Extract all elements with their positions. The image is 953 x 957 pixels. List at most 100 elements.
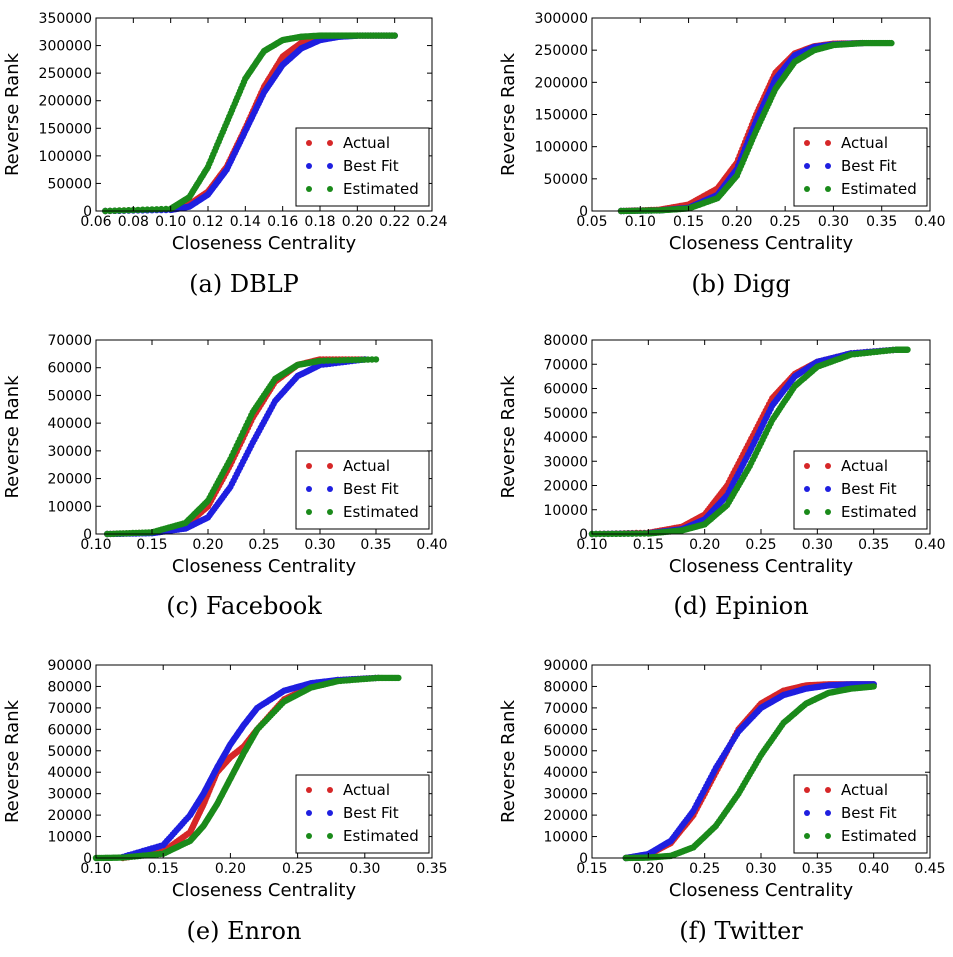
- x-axis-label: Closeness Centrality: [669, 880, 854, 901]
- legend-marker: [327, 140, 333, 146]
- x-tick-label: 0.30: [802, 537, 833, 553]
- y-tick-label: 30000: [543, 454, 588, 470]
- y-tick-label: 150000: [535, 108, 588, 124]
- y-axis-label: Reverse Rank: [498, 375, 519, 499]
- plot-frame: [95, 17, 433, 212]
- x-tick-label: 0.15: [576, 861, 607, 877]
- legend-label: Actual: [841, 457, 888, 475]
- x-tick-label: 0.20: [689, 537, 720, 553]
- x-tick-label: 0.08: [118, 214, 149, 230]
- chart-panel-2: 0.05 0.10 0.15 0.20 0.25 0.30 0.35 0.40 0 50000 10…: [498, 11, 946, 298]
- y-tick-label: 50000: [543, 172, 588, 188]
- legend-label: Best Fit: [841, 480, 897, 498]
- chart-panel-1: 0.06 0.08 0.10 0.12 0.14 0.16 0.18 0.20 0.22 0.24…: [2, 11, 448, 298]
- x-tick-label: 0.15: [673, 214, 704, 230]
- y-tick-label: 30000: [543, 787, 588, 803]
- y-tick-label: 0: [579, 527, 588, 543]
- y-tick-label: 250000: [535, 43, 588, 59]
- legend-label: Estimated: [343, 827, 419, 845]
- legend-marker: [306, 463, 312, 469]
- series-estimated: [622, 683, 877, 862]
- legend-label: Estimated: [841, 503, 917, 521]
- subfigure-caption: (c) Facebook: [166, 592, 322, 620]
- legend-marker: [804, 463, 810, 469]
- x-tick-label: 0.25: [248, 537, 279, 553]
- x-tick-label: 0.45: [914, 861, 945, 877]
- x-tick-label: 0.40: [914, 537, 945, 553]
- y-axis-label: Reverse Rank: [2, 699, 23, 823]
- x-tick-label: 0.30: [304, 537, 335, 553]
- chart-panel-6: 0.15 0.20 0.25 0.30 0.35 0.40 0.45 0 10000 20000 3…: [498, 658, 946, 945]
- y-tick-label: 60000: [47, 361, 92, 377]
- legend-marker: [306, 163, 312, 169]
- y-tick-label: 40000: [543, 430, 588, 446]
- legend-label: Estimated: [841, 827, 917, 845]
- y-tick-label: 0: [83, 527, 92, 543]
- legend: Actual Best Fit Estimated: [793, 450, 928, 530]
- legend-marker: [306, 140, 312, 146]
- x-axis-label: Closeness Centrality: [172, 880, 357, 901]
- y-tick-label: 10000: [47, 830, 92, 846]
- legend-marker: [306, 810, 312, 816]
- legend-marker: [327, 810, 333, 816]
- x-tick-label: 0.30: [745, 861, 776, 877]
- data-point: [888, 39, 895, 47]
- series-estimated: [92, 674, 402, 862]
- data-point: [372, 356, 380, 363]
- x-tick-label: 0.25: [689, 861, 720, 877]
- y-tick-label: 30000: [47, 787, 92, 803]
- y-tick-label: 80000: [47, 679, 92, 695]
- legend-label: Best Fit: [343, 157, 399, 175]
- subfigure-caption: (f) Twitter: [679, 917, 803, 945]
- legend-marker: [306, 509, 312, 515]
- legend-label: Actual: [841, 134, 888, 152]
- data-point: [395, 674, 402, 682]
- y-tick-label: 40000: [47, 765, 92, 781]
- y-tick-label: 60000: [543, 722, 588, 738]
- y-tick-label: 20000: [543, 808, 588, 824]
- legend-marker: [327, 787, 333, 793]
- legend-label: Best Fit: [841, 157, 897, 175]
- y-tick-label: 80000: [543, 679, 588, 695]
- legend-marker: [327, 463, 333, 469]
- x-tick-label: 0.20: [215, 861, 246, 877]
- x-tick-label: 0.35: [416, 861, 447, 877]
- legend-marker: [804, 509, 810, 515]
- data-point: [120, 207, 128, 214]
- legend: Actual Best Fit Estimated: [793, 127, 928, 207]
- chart-panel-3: 0.10 0.15 0.20 0.25 0.30 0.35 0.40 0 10000 20000 3…: [2, 333, 448, 620]
- x-tick-label: 0.14: [230, 214, 261, 230]
- y-tick-label: 0: [579, 851, 588, 867]
- legend-marker: [327, 486, 333, 492]
- x-tick-label: 0.20: [192, 537, 223, 553]
- x-tick-label: 0.20: [342, 214, 373, 230]
- x-tick-label: 0.10: [80, 861, 111, 877]
- x-tick-label: 0.22: [379, 214, 410, 230]
- y-tick-label: 250000: [39, 66, 92, 82]
- legend-marker: [804, 186, 810, 192]
- y-tick-label: 90000: [543, 658, 588, 674]
- legend: Actual Best Fit Estimated: [295, 127, 430, 207]
- legend-label: Best Fit: [841, 804, 897, 822]
- series-estimated: [588, 346, 911, 538]
- subfigure-caption: (d) Epinion: [673, 592, 808, 620]
- y-tick-label: 10000: [47, 499, 92, 515]
- x-tick-label: 0.25: [745, 537, 776, 553]
- legend-label: Best Fit: [343, 804, 399, 822]
- legend-box: [793, 774, 928, 854]
- x-tick-label: 0.16: [267, 214, 298, 230]
- x-axis-label: Closeness Centrality: [172, 556, 357, 577]
- y-axis-label: Reverse Rank: [2, 375, 23, 499]
- legend-marker: [804, 787, 810, 793]
- y-tick-label: 30000: [47, 444, 92, 460]
- y-tick-label: 0: [83, 851, 92, 867]
- chart-panel-4: 0.10 0.15 0.20 0.25 0.30 0.35 0.40 0 10000 20000 3…: [498, 333, 946, 620]
- subfigure-caption: (b) Digg: [691, 270, 790, 298]
- y-tick-label: 0: [83, 204, 92, 220]
- y-tick-label: 50000: [47, 388, 92, 404]
- x-tick-label: 0.30: [818, 214, 849, 230]
- y-axis-label: Reverse Rank: [498, 52, 519, 176]
- legend-marker: [804, 140, 810, 146]
- y-tick-label: 90000: [47, 658, 92, 674]
- legend-box: [793, 450, 928, 530]
